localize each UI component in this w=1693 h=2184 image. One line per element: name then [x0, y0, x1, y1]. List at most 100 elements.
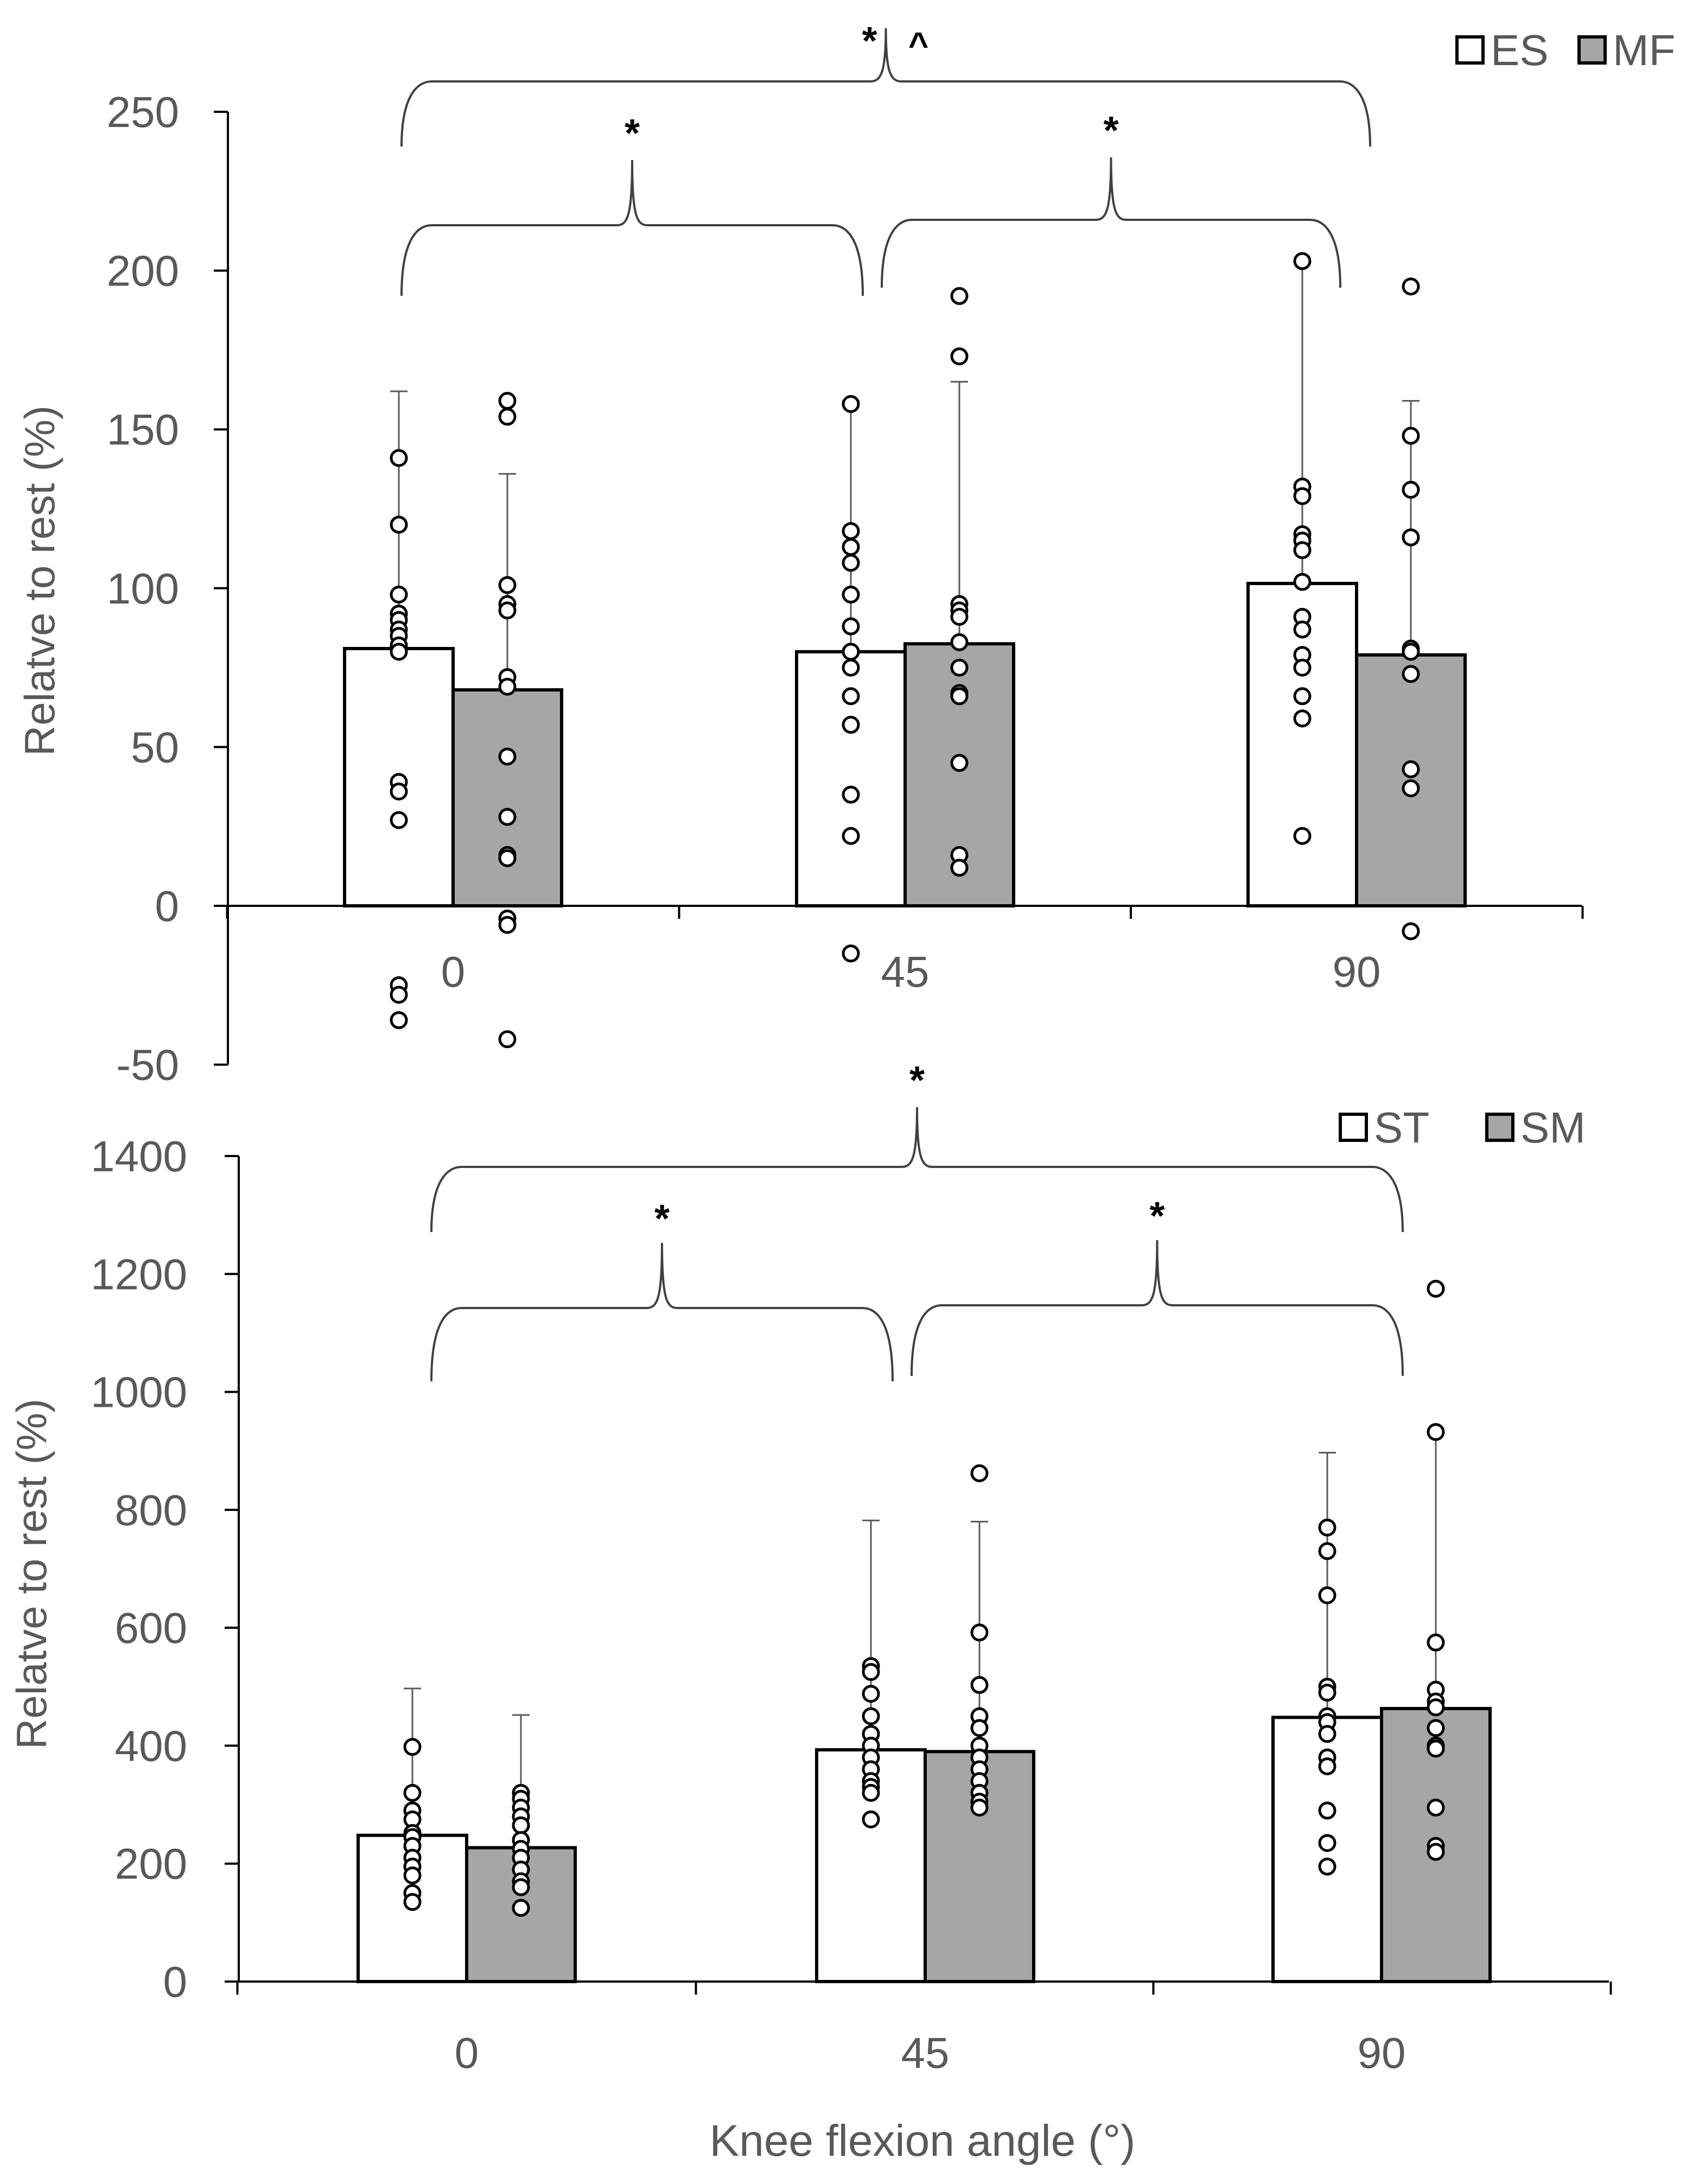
legend-swatch-mf [1577, 35, 1607, 65]
y-tick-label: 50 [131, 723, 179, 771]
data-point-mf [950, 287, 969, 305]
data-point-es [842, 687, 860, 706]
data-point-mf [498, 601, 517, 620]
x-category-label: 90 [1333, 948, 1381, 996]
data-point-es [842, 522, 860, 540]
data-point-mf [498, 849, 517, 867]
data-point-es [842, 617, 860, 636]
data-point-mf [950, 754, 969, 772]
x-category-label: 0 [455, 2029, 479, 2077]
significance-bracket [911, 1240, 1404, 1376]
data-point-mf [1402, 779, 1420, 797]
data-point-mf [950, 607, 969, 626]
legend-swatch-sm [1485, 1113, 1514, 1142]
significance-caret: ^ [908, 25, 928, 64]
panel-bottom-emg-chart: 0 200 400 600 800 1000 1200 1400 0 45 90 Relatve to… [8, 1059, 1612, 2077]
y-tick-label: 0 [155, 882, 180, 930]
data-point-es [1293, 709, 1312, 728]
data-point-es [390, 516, 408, 534]
data-point-sm [512, 1816, 530, 1834]
data-point-mf [1402, 277, 1420, 296]
significance-bracket [400, 28, 1371, 147]
y-tick-label: 1400 [91, 1132, 187, 1180]
data-point-es [390, 782, 408, 801]
data-point-st [862, 1685, 880, 1703]
data-point-st [403, 1893, 422, 1911]
significance-star: * [625, 112, 640, 155]
data-point-es [1293, 687, 1312, 706]
x-category-label: 45 [881, 948, 930, 996]
y-axis-label: Relatve to rest (%) [16, 405, 63, 756]
data-point-mf [1402, 427, 1420, 445]
data-point-sm [1427, 1799, 1445, 1817]
data-point-st [862, 1810, 880, 1829]
data-point-mf [1402, 480, 1420, 499]
y-tick-label: 100 [107, 564, 179, 613]
y-tick-label: 600 [115, 1604, 187, 1652]
data-point-es [390, 811, 408, 829]
significance-bracket [881, 157, 1341, 288]
data-point-es [390, 586, 408, 604]
significance-star: * [1149, 1195, 1164, 1238]
y-tick-label: 1000 [91, 1368, 187, 1417]
y-tick-label: 150 [107, 405, 179, 454]
data-point-es [390, 643, 408, 661]
y-tick-label: 0 [163, 1958, 188, 2006]
data-point-st [1318, 1801, 1336, 1820]
data-point-st [1318, 1586, 1336, 1604]
data-point-st [1318, 1542, 1336, 1560]
data-point-mf [1402, 760, 1420, 778]
data-point-es [390, 449, 408, 467]
significance-bracket [430, 1107, 1404, 1233]
data-point-st [1318, 1684, 1336, 1702]
legend-label-es: ES [1491, 26, 1549, 74]
significance-star: * [654, 1197, 670, 1241]
data-point-mf [498, 576, 517, 594]
significance-bracket [400, 160, 864, 296]
data-point-sm [970, 1623, 989, 1642]
y-tick-label: 1200 [91, 1250, 187, 1298]
data-point-mf [498, 808, 517, 826]
data-point-mf [498, 747, 517, 766]
data-point-es [842, 643, 860, 661]
data-point-sm [1427, 1279, 1445, 1298]
data-point-es [1293, 252, 1312, 270]
data-point-es [390, 986, 408, 1004]
data-point-st [1318, 1518, 1336, 1537]
data-point-es [842, 538, 860, 556]
data-point-es [1293, 541, 1312, 560]
data-point-es [842, 586, 860, 604]
data-point-sm [512, 1899, 530, 1917]
data-point-st [1318, 1757, 1336, 1775]
data-point-st [862, 1663, 880, 1681]
data-point-es [842, 827, 860, 845]
data-point-mf [498, 677, 517, 696]
bar-mf-0 [451, 688, 563, 907]
data-point-es [1293, 573, 1312, 591]
y-axis-label: Relatve to rest (%) [8, 1399, 55, 1749]
legend-swatch-st [1339, 1113, 1368, 1142]
legend-label-mf: MF [1613, 26, 1676, 74]
legend-label-st: ST [1374, 1103, 1429, 1152]
data-point-mf [498, 1030, 517, 1049]
significance-star: * [909, 1059, 925, 1102]
x-category-label: 45 [901, 2029, 950, 2077]
data-point-es [842, 944, 860, 963]
data-point-sm [1427, 1739, 1445, 1758]
y-tick-label: -50 [116, 1041, 179, 1089]
data-point-mf [498, 408, 517, 426]
data-point-mf [1402, 922, 1420, 941]
data-point-sm [512, 1878, 530, 1896]
data-point-mf [1402, 643, 1420, 661]
data-point-st [862, 1707, 880, 1725]
data-point-es [1293, 827, 1312, 845]
data-point-mf [950, 687, 969, 706]
x-category-label: 90 [1358, 2029, 1406, 2077]
data-point-mf [950, 859, 969, 877]
data-point-sm [1427, 1698, 1445, 1717]
data-point-sm [1427, 1633, 1445, 1652]
x-category-label: 0 [441, 948, 466, 996]
data-point-es [1293, 620, 1312, 639]
data-point-st [1318, 1857, 1336, 1876]
y-tick-label: 250 [107, 88, 179, 136]
